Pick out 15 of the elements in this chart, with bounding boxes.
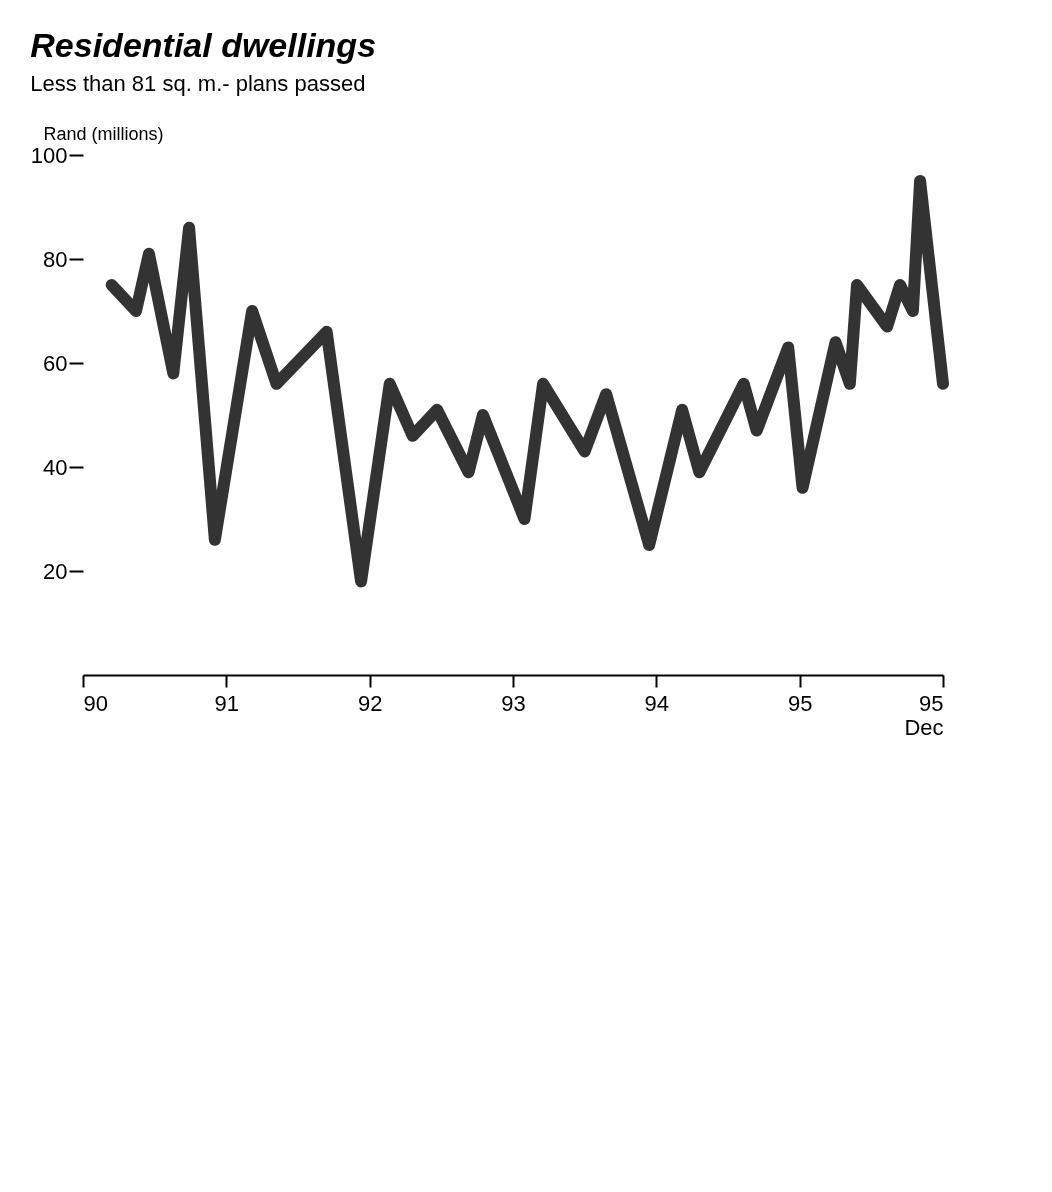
x-tick-label: 93 (501, 690, 526, 716)
y-tick-label: 100 (30, 142, 68, 168)
x-tick-label: 92 (357, 690, 383, 716)
chart-subtitle: Less than 81 sq. m.- plans passed (30, 71, 366, 96)
x-tick-label: 91 (214, 690, 240, 716)
y-tick-label: 20 (43, 558, 68, 584)
x-tick-label: 95 Dec (904, 690, 944, 740)
y-tick-label: 80 (43, 246, 68, 272)
y-tick-label: 60 (43, 350, 68, 376)
y-tick-label: 40 (43, 454, 68, 480)
y-axis-title: Rand (millions) (43, 123, 164, 144)
chart-title: Residential dwellings (30, 26, 377, 64)
x-tick-label: 94 (644, 690, 670, 716)
x-tick-label: 90 (83, 690, 108, 716)
x-tick-label: 95 (787, 690, 813, 716)
